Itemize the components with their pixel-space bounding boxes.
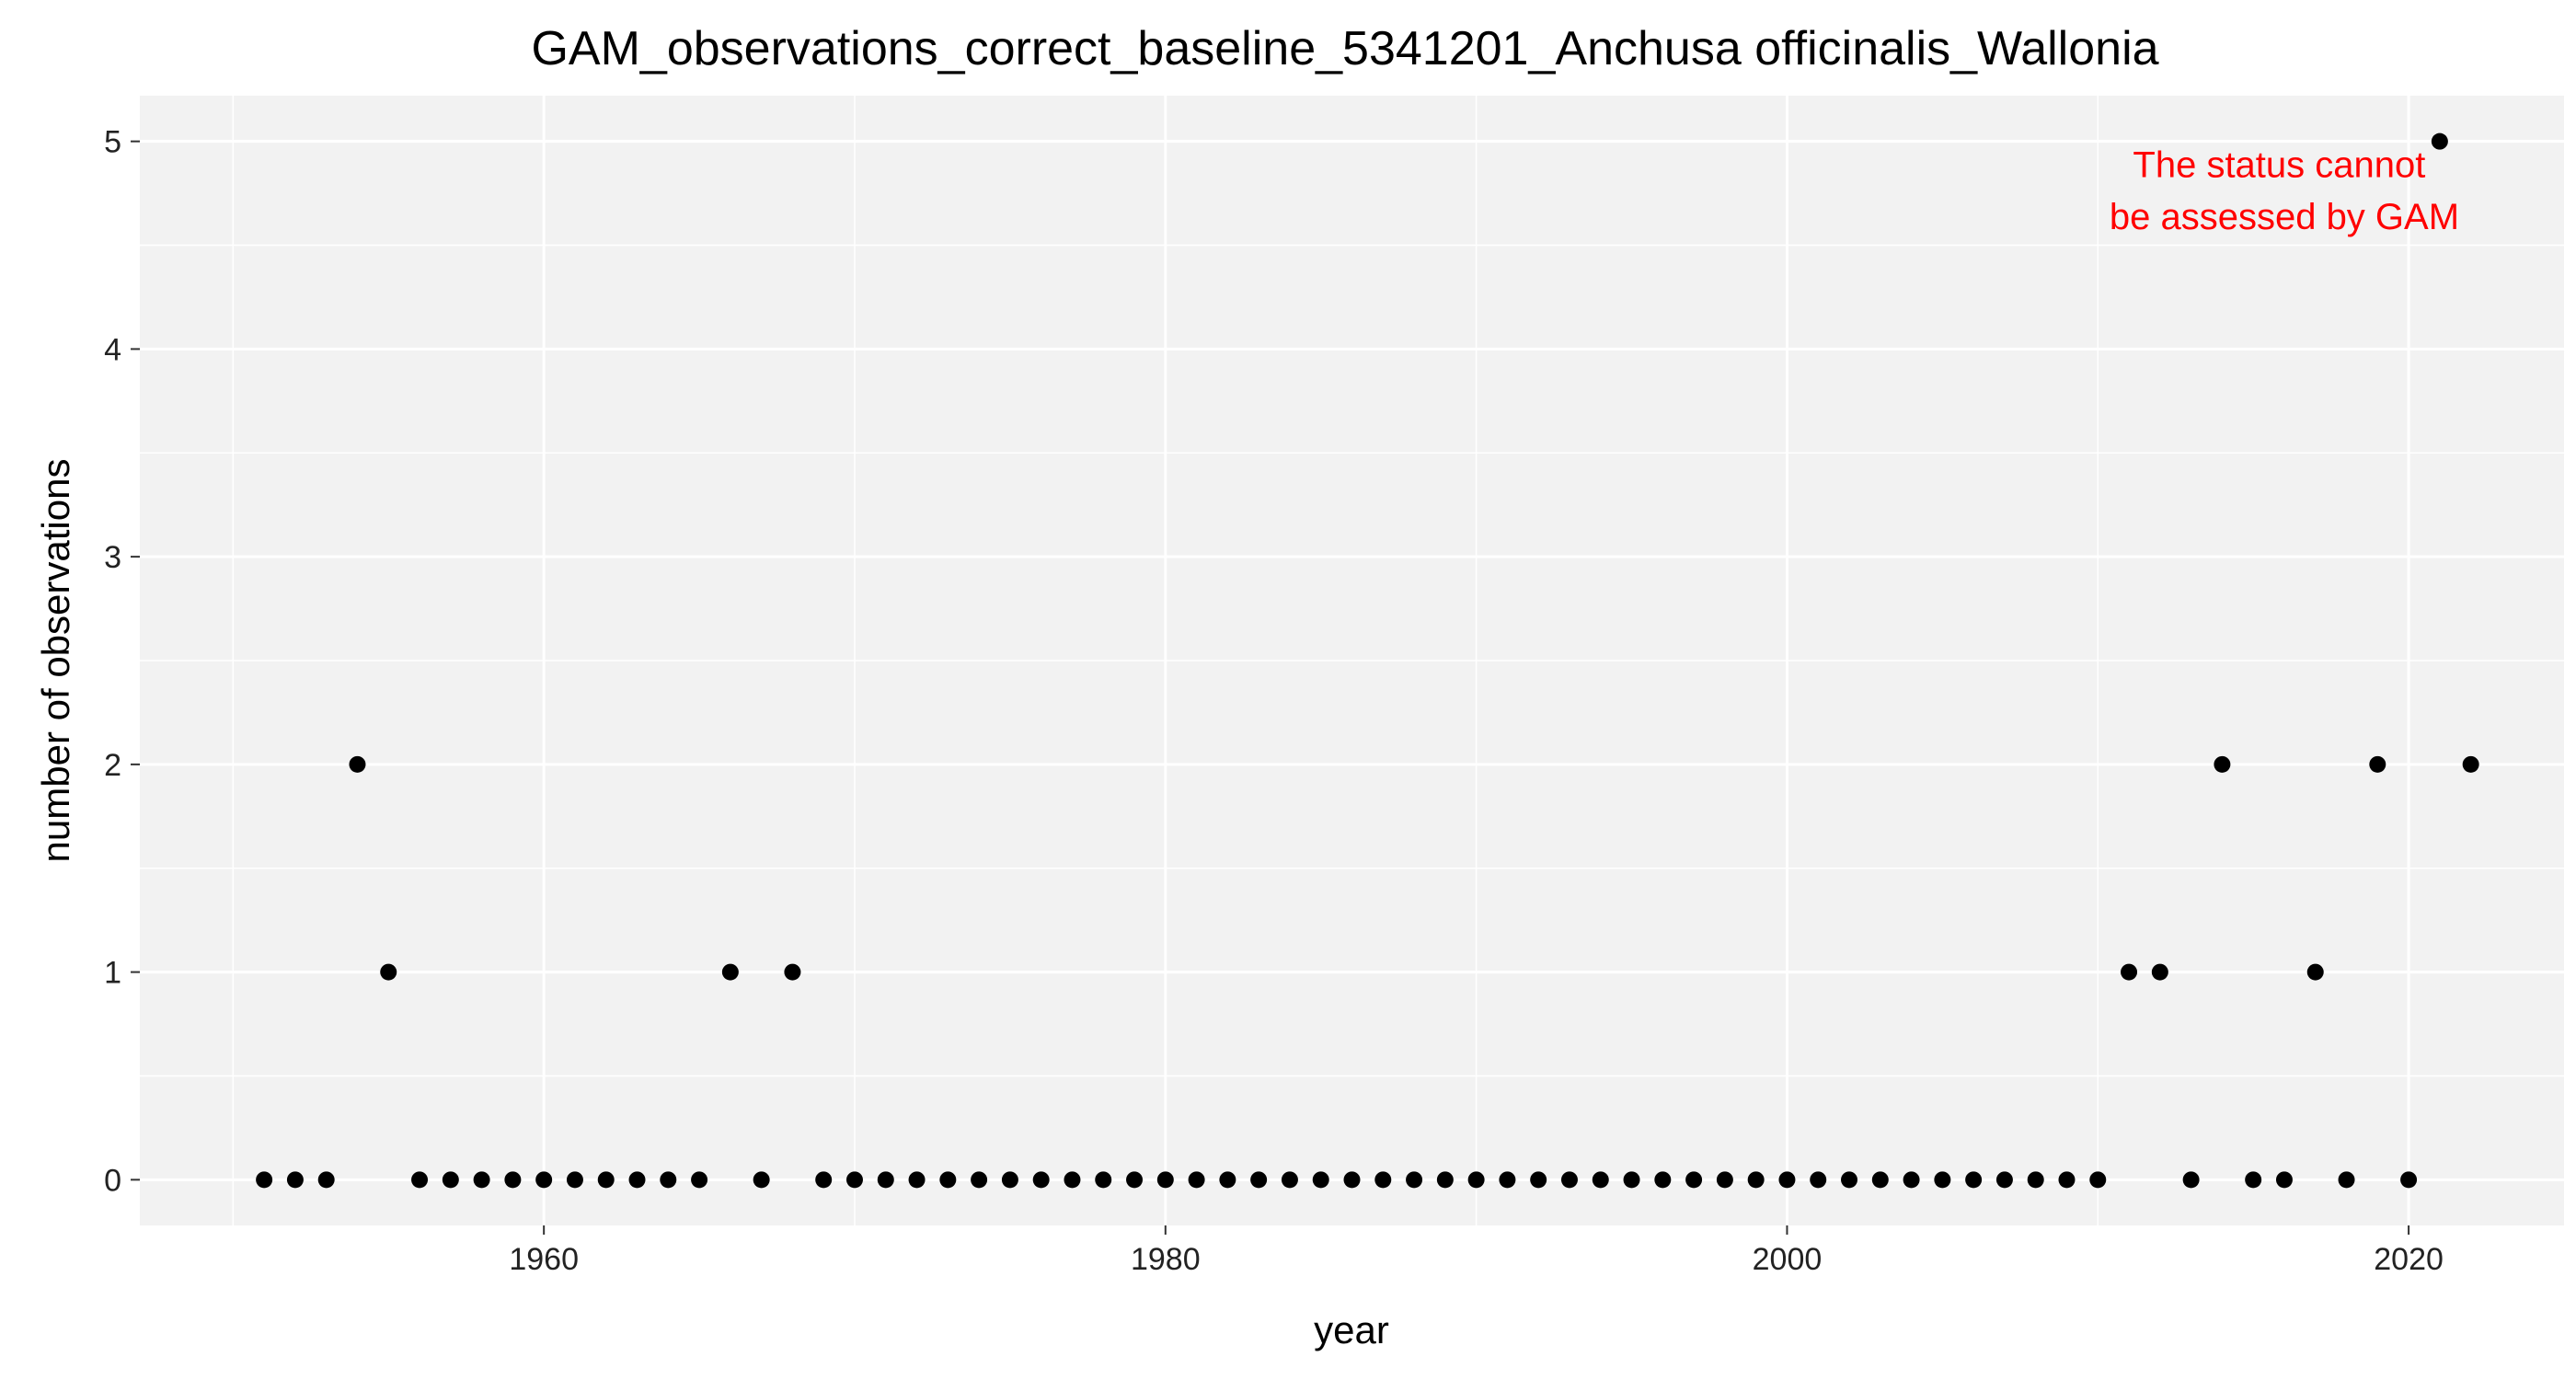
x-tick-label: 2020 [2374,1242,2444,1277]
data-point [1312,1171,1329,1189]
data-point [784,963,801,981]
axis-ticks [131,140,2410,1235]
annotation-line-2: be assessed by GAM [2110,197,2459,237]
data-point [1343,1171,1361,1189]
data-point [2027,1171,2044,1189]
data-point [1467,1171,1485,1189]
data-point [535,1171,553,1189]
data-point [2058,1171,2076,1189]
data-point [1250,1171,1268,1189]
data-point [1156,1171,1174,1189]
data-point [1654,1171,1672,1189]
data-point [1810,1171,1827,1189]
annotation-line-1: The status cannot [2133,144,2425,185]
data-point [660,1171,677,1189]
data-point [317,1171,335,1189]
y-tick-label: 3 [104,540,121,575]
data-point [2338,1171,2355,1189]
data-point [815,1171,833,1189]
data-point [1219,1171,1236,1189]
data-point [1871,1171,1889,1189]
data-point [1095,1171,1112,1189]
data-point [2431,132,2448,150]
data-point [1374,1171,1392,1189]
data-point [2182,1171,2200,1189]
data-point [1623,1171,1640,1189]
data-point [1530,1171,1547,1189]
data-point [877,1171,894,1189]
data-point [2275,1171,2293,1189]
data-point [1560,1171,1578,1189]
x-axis-title: year [1314,1308,1389,1351]
data-point [1592,1171,1609,1189]
data-point [845,1171,863,1189]
chart-title: GAM_observations_correct_baseline_534120… [531,22,2158,75]
data-point [597,1171,615,1189]
data-point [721,963,739,981]
data-point [1499,1171,1516,1189]
data-point [691,1171,708,1189]
y-axis-title: number of observations [34,459,77,863]
y-tick-label: 1 [104,956,121,991]
data-point [971,1171,988,1189]
data-point [2245,1171,2262,1189]
data-point [628,1171,646,1189]
data-point [2369,755,2386,773]
y-tick-label: 0 [104,1163,121,1198]
x-tick-label: 2000 [1753,1242,1823,1277]
data-point [1436,1171,1454,1189]
data-point [939,1171,957,1189]
data-point [1903,1171,1920,1189]
data-point [2400,1171,2418,1189]
data-point [1281,1171,1298,1189]
data-point [908,1171,926,1189]
data-point [349,755,366,773]
data-point [1001,1171,1018,1189]
data-point [442,1171,459,1189]
data-point [1716,1171,1733,1189]
data-point [1064,1171,1081,1189]
data-point [1188,1171,1205,1189]
data-point [504,1171,522,1189]
data-point [2214,755,2231,773]
data-point [2089,1171,2107,1189]
data-point [1934,1171,1951,1189]
y-tick-label: 2 [104,748,121,783]
data-point [2121,963,2138,981]
data-point [1126,1171,1144,1189]
y-axis-tick-labels: 0 1 2 3 4 5 [104,125,121,1199]
data-point [380,963,397,981]
data-point [411,1171,429,1189]
y-tick-label: 4 [104,332,121,367]
data-point [566,1171,583,1189]
data-point [2151,963,2168,981]
x-tick-label: 1980 [1131,1242,1201,1277]
x-axis-tick-labels: 1960 1980 2000 2020 [509,1242,2444,1277]
data-point [1032,1171,1050,1189]
y-tick-label: 5 [104,125,121,160]
data-point [1995,1171,2013,1189]
data-point [1965,1171,1983,1189]
data-point [2462,755,2479,773]
data-point [1685,1171,1703,1189]
data-point [1778,1171,1796,1189]
data-point [1747,1171,1765,1189]
status-annotation: The status cannot be assessed by GAM [2110,144,2459,236]
data-point [256,1171,273,1189]
data-point [2306,963,2324,981]
data-point [473,1171,490,1189]
data-point [753,1171,770,1189]
x-tick-label: 1960 [509,1242,579,1277]
data-points [256,132,2479,1189]
data-point [1841,1171,1858,1189]
data-point [286,1171,304,1189]
data-point [1406,1171,1423,1189]
